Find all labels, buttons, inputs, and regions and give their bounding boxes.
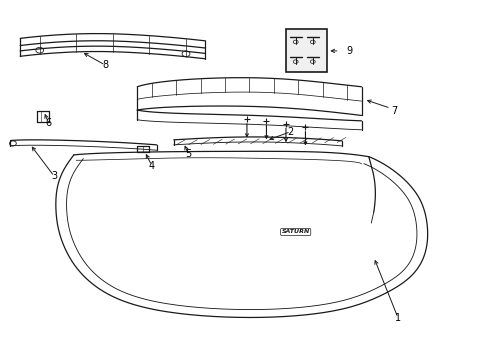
Text: SATURN: SATURN — [281, 229, 309, 234]
Text: 7: 7 — [391, 106, 397, 116]
Text: 2: 2 — [287, 127, 293, 136]
Text: 9: 9 — [346, 46, 352, 56]
Bar — [285, 30, 327, 72]
Text: 3: 3 — [51, 171, 57, 181]
Text: 4: 4 — [148, 161, 155, 171]
Text: 8: 8 — [102, 60, 108, 70]
Text: 5: 5 — [185, 149, 191, 159]
Text: 6: 6 — [45, 118, 51, 128]
Text: 1: 1 — [394, 313, 400, 323]
